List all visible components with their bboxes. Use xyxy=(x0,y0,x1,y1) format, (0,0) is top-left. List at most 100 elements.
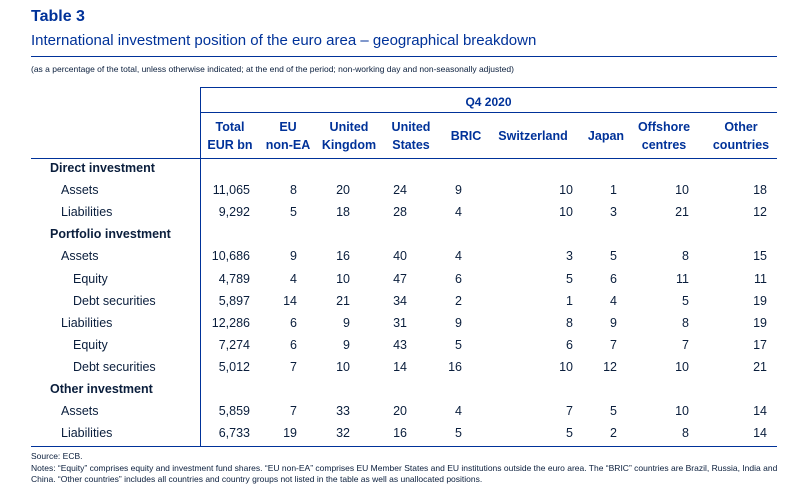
table-cell: 19 xyxy=(753,315,767,330)
column-header-line2: States xyxy=(392,138,430,152)
table-cell: 20 xyxy=(393,404,407,419)
column-header-line1: Offshore xyxy=(637,120,691,134)
table-cell: 5 xyxy=(566,426,573,441)
column-header: Total EUR bn xyxy=(180,118,280,154)
section-label: Other investment xyxy=(50,382,153,396)
table-cell: 34 xyxy=(393,293,407,308)
table-cell: 5,897 xyxy=(218,293,250,308)
table-cell: 7,274 xyxy=(218,337,250,352)
table-cell: 9 xyxy=(290,249,297,264)
label-column-divider xyxy=(200,87,201,446)
section-label: Portfolio investment xyxy=(50,227,171,242)
table-cell: 15 xyxy=(753,249,767,264)
table-cell: 47 xyxy=(393,271,407,286)
table-title: Table 3 xyxy=(31,8,85,25)
table-cell: 10 xyxy=(336,271,350,286)
table-cell: 18 xyxy=(753,183,767,198)
table-cell: 5 xyxy=(566,271,573,286)
table-cell: 40 xyxy=(393,249,407,264)
table-cell: 28 xyxy=(393,205,407,220)
table-cell: 19 xyxy=(283,426,297,441)
table-cell: 10 xyxy=(559,183,573,198)
row-label: Debt securities xyxy=(73,359,156,374)
table-cell: 3 xyxy=(610,205,617,220)
table-cell: 33 xyxy=(336,404,350,419)
table-cell: 10 xyxy=(559,205,573,220)
table-cell: 12 xyxy=(603,359,617,374)
column-header-line1: Other xyxy=(724,120,758,134)
table-cell: 4 xyxy=(610,293,617,308)
table-cell: 11 xyxy=(754,271,767,286)
row-label: Debt securities xyxy=(73,293,156,308)
row-label: Assets xyxy=(61,404,99,419)
header-top-rule xyxy=(200,87,777,88)
table-cell: 1 xyxy=(566,293,573,308)
table-cell: 5 xyxy=(455,426,462,441)
table-subtitle: International investment position of the… xyxy=(31,32,537,49)
table-cell: 14 xyxy=(393,359,407,374)
table-cell: 10 xyxy=(675,359,689,374)
table-cell: 4 xyxy=(455,205,462,220)
row-label: Liabilities xyxy=(61,205,113,220)
column-header-line2: EUR bn xyxy=(207,138,253,152)
column-header-line1: Japan xyxy=(587,129,625,143)
table-cell: 10 xyxy=(675,404,689,419)
table-cell: 6 xyxy=(566,337,573,352)
table-cell: 21 xyxy=(753,359,767,374)
table-cell: 24 xyxy=(393,183,407,198)
period-header: Q4 2020 xyxy=(465,95,512,109)
table-cell: 43 xyxy=(393,337,407,352)
table-cell: 20 xyxy=(336,183,350,198)
table-cell: 16 xyxy=(336,249,350,264)
source-note: Source: ECB. xyxy=(31,451,83,461)
column-header-line1: United xyxy=(391,120,431,134)
column-header-line2: non-EA xyxy=(265,138,311,152)
table-cell: 1 xyxy=(610,183,617,198)
table-cell: 16 xyxy=(393,426,407,441)
table-cell: 14 xyxy=(283,293,297,308)
table-cell: 3 xyxy=(566,249,573,264)
column-header: Japan xyxy=(556,127,656,145)
table-cell: 9 xyxy=(455,183,462,198)
table-cell: 14 xyxy=(753,426,767,441)
table-cell: 9,292 xyxy=(218,205,250,220)
table-cell: 8 xyxy=(682,426,689,441)
table-cell: 6 xyxy=(290,315,297,330)
table-cell: 11 xyxy=(676,271,689,286)
table-cell: 5 xyxy=(610,404,617,419)
table-cell: 21 xyxy=(336,293,350,308)
table-cell: 7 xyxy=(566,404,573,419)
table-cell: 5 xyxy=(290,205,297,220)
column-header-line1: United xyxy=(329,120,369,134)
column-header: EU non-EA xyxy=(238,118,338,154)
row-label: Liabilities xyxy=(61,426,113,441)
table-cell: 7 xyxy=(290,359,297,374)
table-cell: 16 xyxy=(448,359,462,374)
period-rule xyxy=(200,112,777,113)
column-header-line2: centres xyxy=(641,138,687,152)
table-cell: 12 xyxy=(753,205,767,220)
table-note: (as a percentage of the total, unless ot… xyxy=(31,64,514,74)
table-cell: 8 xyxy=(566,315,573,330)
table-cell: 9 xyxy=(343,315,350,330)
column-header-line1: BRIC xyxy=(450,129,482,143)
table-cell: 2 xyxy=(455,293,462,308)
table-cell: 8 xyxy=(682,315,689,330)
row-label: Assets xyxy=(61,183,99,198)
table-cell: 9 xyxy=(610,315,617,330)
header-bottom-rule xyxy=(31,158,777,159)
table-cell: 11,065 xyxy=(212,183,250,198)
table-cell: 4 xyxy=(455,404,462,419)
row-label: Equity xyxy=(73,337,108,352)
table-cell: 4 xyxy=(290,271,297,286)
table-cell: 7 xyxy=(290,404,297,419)
table-cell: 12,286 xyxy=(211,315,250,330)
table-cell: 14 xyxy=(753,404,767,419)
column-header-line2: Kingdom xyxy=(321,138,377,152)
table-cell: 6 xyxy=(290,337,297,352)
section-label: Direct investment xyxy=(50,161,155,175)
table-bottom-rule xyxy=(31,446,777,447)
footnotes: Notes: “Equity” comprises equity and inv… xyxy=(31,463,778,484)
table-cell: 7 xyxy=(682,337,689,352)
table-cell: 6 xyxy=(610,271,617,286)
